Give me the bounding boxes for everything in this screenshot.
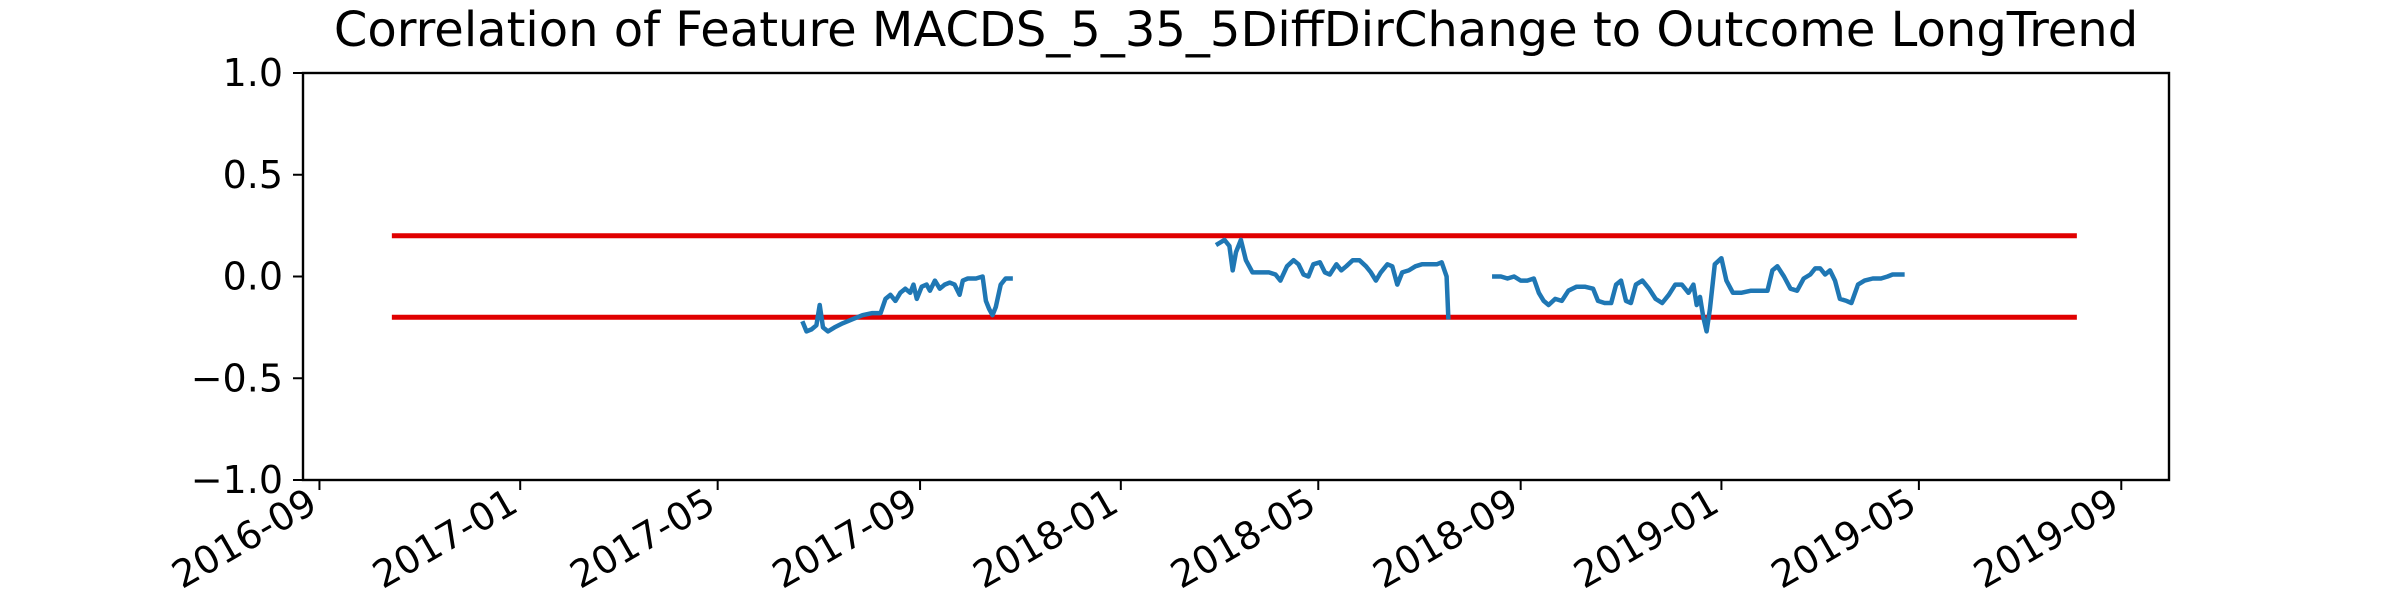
series-segment-2 <box>1214 237 1451 320</box>
x-tick-label: 2017-05 <box>563 480 723 597</box>
x-tick-label: 2019-05 <box>1764 480 1924 597</box>
threshold-lines <box>391 233 2077 320</box>
series-segment-1 <box>800 274 1013 334</box>
y-tick-label: 0.5 <box>223 153 283 197</box>
x-tick-label: 2018-05 <box>1163 480 1323 597</box>
y-tick-label: 1.0 <box>223 51 283 95</box>
y-tick-label: 0.0 <box>223 255 283 299</box>
x-tick-label: 2018-01 <box>966 480 1126 597</box>
y-tick-label: −0.5 <box>191 356 283 400</box>
x-tick-label: 2017-09 <box>765 480 925 597</box>
x-tick-label: 2018-09 <box>1366 480 1526 597</box>
series-line <box>800 237 1905 334</box>
y-tick-label: −1.0 <box>191 458 283 502</box>
chart-title: Correlation of Feature MACDS_5_35_5DiffD… <box>334 2 2138 58</box>
x-axis: 2016-09 2017-01 2017-05 2017-09 2018-01 2018-… <box>164 480 2125 597</box>
y-axis: 1.0 0.5 0.0 −0.5 −1.0 <box>191 51 303 502</box>
x-tick-label: 2019-09 <box>1966 480 2126 597</box>
series-segment-3 <box>1492 255 1905 334</box>
x-tick-label: 2017-01 <box>365 480 525 597</box>
x-tick-label: 2019-01 <box>1566 480 1726 597</box>
